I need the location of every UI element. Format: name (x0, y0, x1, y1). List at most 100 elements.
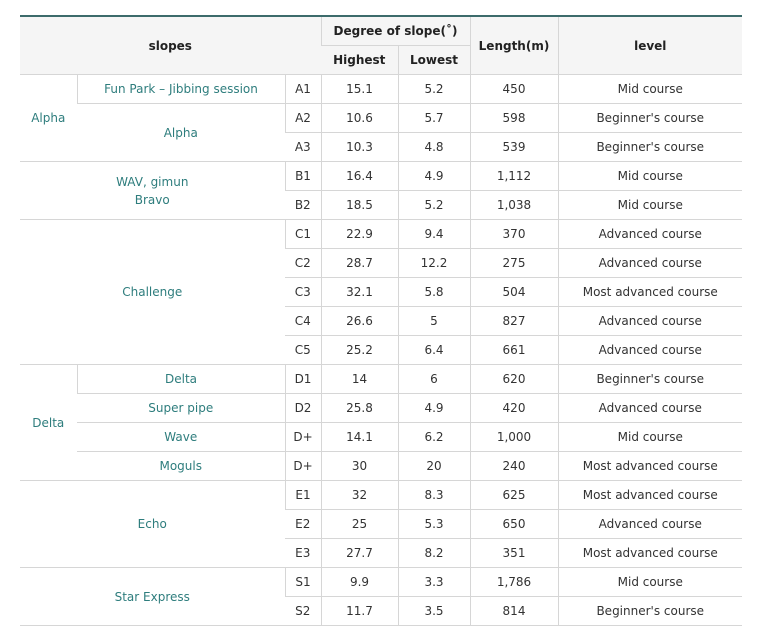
slope-level: Advanced course (557, 509, 742, 539)
slopes-table: slopes Degree of slope(˚) Length(m) leve… (20, 15, 742, 626)
slope-level: Advanced course (557, 335, 742, 365)
slope-level: Most advanced course (557, 451, 742, 481)
slope-level: Advanced course (557, 393, 742, 423)
slope-level: Advanced course (557, 306, 742, 336)
degree-lowest: 4.8 (397, 132, 470, 162)
slope-level: Beginner's course (557, 596, 742, 626)
slope-length: 351 (469, 538, 558, 568)
slope-length: 1,000 (469, 422, 558, 452)
table-row: Wave D+ 14.1 6.2 1,000 Mid course (20, 422, 742, 452)
degree-lowest: 9.4 (397, 219, 470, 249)
table-row: C2 28.7 12.2 275 Advanced course (20, 248, 742, 278)
degree-highest: 25.8 (320, 393, 398, 423)
degree-highest: 14.1 (320, 422, 398, 452)
degree-lowest: 5.7 (397, 103, 470, 133)
header-level: level (557, 15, 742, 75)
slopes-table-container: slopes Degree of slope(˚) Length(m) leve… (20, 15, 742, 626)
table-row: S2 11.7 3.5 814 Beginner's course (20, 596, 742, 626)
slope-length: 814 (469, 596, 558, 626)
group-challenge: Challenge (20, 219, 285, 365)
group-bravo-line1: WAV, gimun (116, 174, 189, 189)
slope-length: 661 (469, 335, 558, 365)
slope-code: C1 (284, 219, 321, 249)
slope-level: Mid course (557, 74, 742, 104)
slope-code: B1 (284, 161, 321, 191)
header-highest: Highest (321, 45, 398, 75)
degree-lowest: 8.2 (397, 538, 470, 568)
slope-length: 650 (469, 509, 558, 539)
table-row: E2 25 5.3 650 Advanced course (20, 509, 742, 539)
group-echo: Echo (20, 480, 285, 568)
table-row: WAV, gimun Bravo B1 16.4 4.9 1,112 Mid c… (20, 161, 742, 220)
table-row: Echo E1 32 8.3 625 Most advanced course (20, 480, 742, 568)
degree-highest: 9.9 (320, 567, 398, 597)
table-row: C4 26.6 5 827 Advanced course (20, 306, 742, 336)
degree-highest: 10.3 (320, 132, 398, 162)
degree-lowest: 6 (397, 364, 470, 394)
slope-code: B2 (285, 190, 321, 220)
slope-code: S2 (285, 596, 321, 626)
group-bravo-line2: Bravo (134, 192, 170, 207)
slope-length: 450 (469, 74, 558, 104)
table-row: Super pipe D2 25.8 4.9 420 Advanced cour… (20, 393, 742, 423)
slope-length: 827 (469, 306, 558, 336)
degree-lowest: 5.3 (397, 509, 470, 539)
table-row: Challenge C1 22.9 9.4 370 Advanced cours… (20, 219, 742, 365)
degree-highest: 15.1 (320, 74, 398, 104)
slope-name: Moguls (77, 451, 285, 481)
slope-name: Super pipe (77, 393, 285, 423)
degree-lowest: 4.9 (397, 161, 470, 191)
slope-code: E2 (285, 509, 321, 539)
group-delta: Delta (20, 364, 77, 481)
slope-code: E3 (285, 538, 321, 568)
degree-highest: 26.6 (320, 306, 398, 336)
slope-code: E1 (284, 480, 321, 510)
slope-name: Wave (77, 422, 285, 452)
degree-highest: 14 (320, 364, 398, 394)
degree-lowest: 3.3 (397, 567, 470, 597)
degree-lowest: 5 (397, 306, 470, 336)
degree-lowest: 5.2 (397, 190, 470, 220)
slope-length: 240 (469, 451, 558, 481)
degree-lowest: 4.9 (397, 393, 470, 423)
degree-highest: 18.5 (320, 190, 398, 220)
slope-length: 1,786 (469, 567, 558, 597)
slope-level: Most advanced course (557, 277, 742, 307)
slope-code: C5 (285, 335, 321, 365)
slope-level: Mid course (557, 161, 742, 191)
table-row: C3 32.1 5.8 504 Most advanced course (20, 277, 742, 307)
table-row: C5 25.2 6.4 661 Advanced course (20, 335, 742, 365)
slope-code: D+ (284, 451, 321, 481)
group-star-express: Star Express (20, 567, 285, 626)
slope-code: A1 (284, 74, 321, 104)
slope-code: D2 (284, 393, 321, 423)
table-row: B2 18.5 5.2 1,038 Mid course (20, 190, 742, 220)
table-row: A3 10.3 4.8 539 Beginner's course (20, 132, 742, 162)
slope-level: Beginner's course (557, 364, 742, 394)
group-alpha: Alpha (20, 74, 77, 162)
table-row: Moguls D+ 30 20 240 Most advanced course (20, 451, 742, 481)
slope-length: 1,112 (469, 161, 558, 191)
degree-highest: 22.9 (320, 219, 398, 249)
header-lowest: Lowest (397, 45, 470, 75)
degree-highest: 16.4 (320, 161, 398, 191)
slope-length: 504 (469, 277, 558, 307)
slope-code: C3 (285, 277, 321, 307)
header-slopes: slopes (20, 15, 321, 75)
slope-level: Mid course (557, 567, 742, 597)
slope-length: 598 (469, 103, 558, 133)
degree-highest: 32.1 (320, 277, 398, 307)
slope-name: Delta (76, 364, 285, 394)
slope-level: Mid course (557, 190, 742, 220)
degree-highest: 32 (320, 480, 398, 510)
header-length: Length(m) (469, 15, 558, 75)
slope-code: D1 (284, 364, 321, 394)
table-row: Alpha A2 10.6 5.7 598 Beginner's course (20, 103, 742, 162)
table-row: Alpha Fun Park – Jibbing session A1 15.1… (20, 74, 742, 162)
group-bravo: WAV, gimun Bravo (20, 161, 285, 220)
degree-highest: 25 (320, 509, 398, 539)
slope-name: Alpha (77, 103, 285, 162)
slope-code: A2 (284, 103, 321, 133)
table-row: Delta Delta D1 14 6 620 Beginner's cours… (20, 364, 742, 481)
slope-code: C2 (285, 248, 321, 278)
